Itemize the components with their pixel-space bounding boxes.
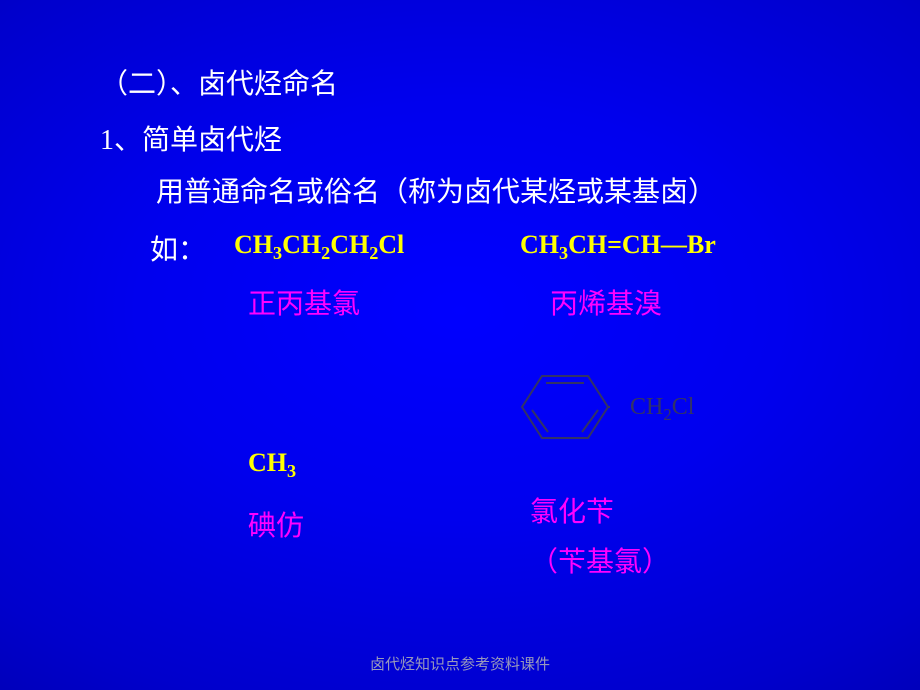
slide-content: （二）、卤代烃命名 1、简单卤代烃 用普通命名或俗名（称为卤代某烃或某基卤） 如… xyxy=(0,0,920,690)
sub-heading-1: 1、简单卤代烃 xyxy=(100,118,282,158)
formula-4-sub: 2 xyxy=(663,405,671,424)
formula-2-part: CH=CH—Br xyxy=(568,230,716,259)
formula-1-sub: 2 xyxy=(321,243,330,263)
formula-1-part: CH xyxy=(282,230,321,259)
example-label: 如： xyxy=(150,228,206,268)
formula-1-sub: 2 xyxy=(369,243,378,263)
formula-4: CH2Cl xyxy=(630,394,694,425)
sub-heading-1-desc: 用普通命名或俗名（称为卤代某烃或某基卤） xyxy=(156,170,716,210)
section-heading: （二）、卤代烃命名 xyxy=(100,62,338,102)
formula-3-sub: 3 xyxy=(287,461,296,481)
formula-4-part: CH xyxy=(630,394,663,420)
name-4-alt: （苄基氯） xyxy=(530,540,670,580)
footer-text: 卤代烃知识点参考资料课件 xyxy=(370,653,550,674)
formula-1: CH3CH2CH2Cl xyxy=(234,230,404,264)
formula-4-part: Cl xyxy=(672,394,695,420)
name-2: 丙烯基溴 xyxy=(550,282,662,322)
formula-2-sub: 3 xyxy=(559,243,568,263)
formula-1-part: CH xyxy=(234,230,273,259)
formula-1-part: Cl xyxy=(378,230,404,259)
benzene-ring-icon xyxy=(520,368,610,446)
formula-3: CH3 xyxy=(248,448,296,482)
name-1: 正丙基氯 xyxy=(248,282,360,322)
formula-1-sub: 3 xyxy=(273,243,282,263)
name-3: 碘仿 xyxy=(248,504,304,544)
name-4: 氯化苄 xyxy=(530,490,614,530)
formula-3-part: CH xyxy=(248,448,287,477)
formula-2-part: CH xyxy=(520,230,559,259)
formula-2: CH3CH=CH—Br xyxy=(520,230,716,264)
formula-1-part: CH xyxy=(330,230,369,259)
